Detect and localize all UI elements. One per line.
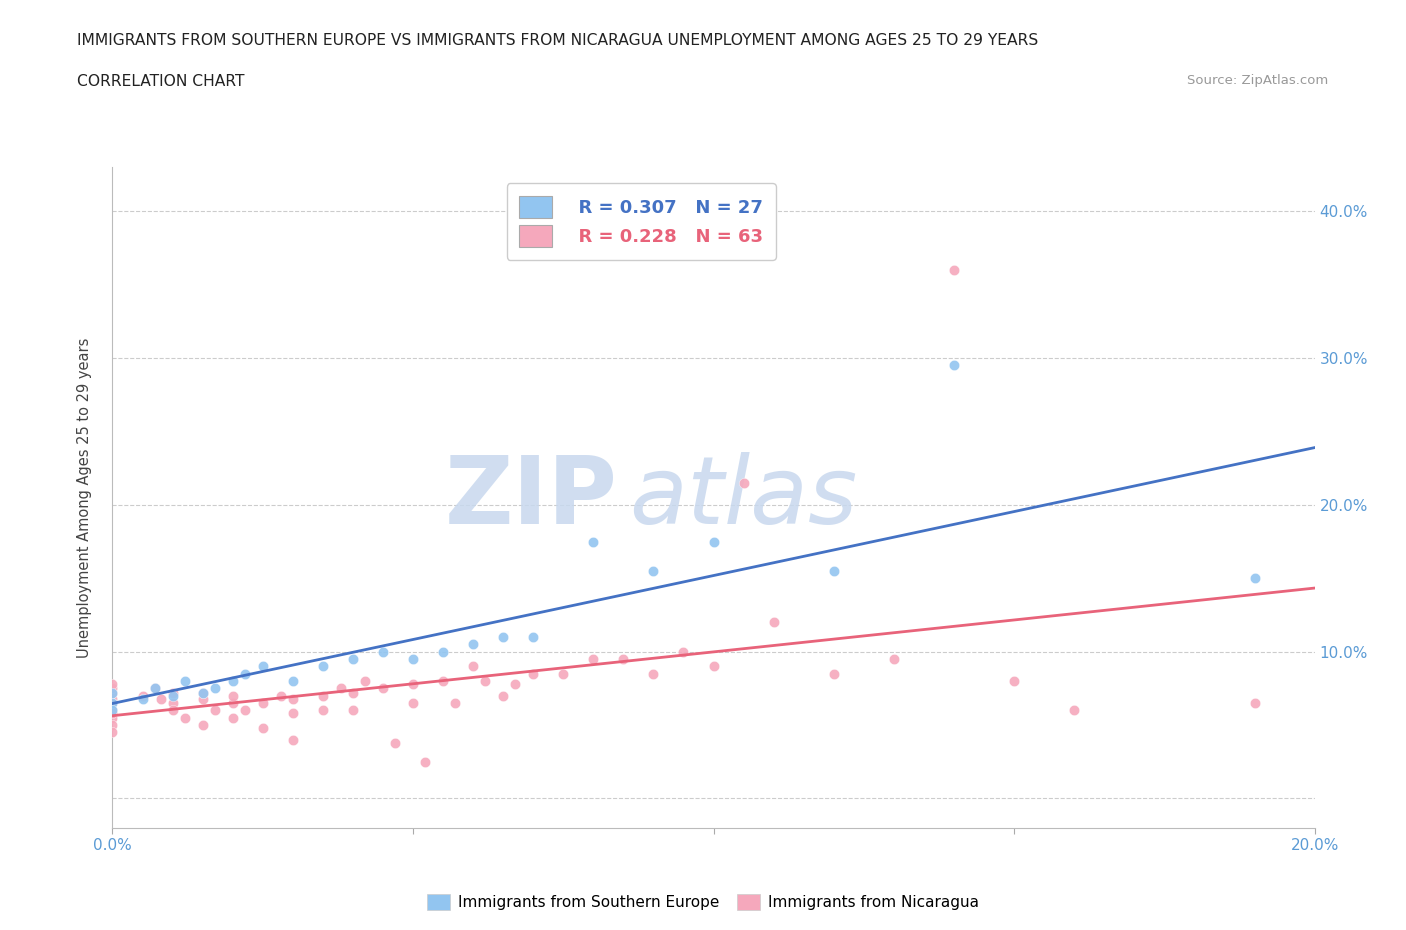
Point — [162, 696, 184, 711]
Point — [823, 564, 845, 578]
Point — [101, 681, 124, 696]
Point — [143, 681, 166, 696]
Point — [612, 652, 634, 667]
Point — [101, 696, 124, 711]
Point — [143, 681, 166, 696]
Point — [101, 685, 124, 700]
Point — [942, 262, 965, 277]
Legend:   R = 0.307   N = 27,   R = 0.228   N = 63: R = 0.307 N = 27, R = 0.228 N = 63 — [506, 183, 776, 259]
Point — [342, 652, 364, 667]
Point — [461, 637, 484, 652]
Point — [522, 666, 544, 681]
Point — [942, 358, 965, 373]
Point — [204, 703, 226, 718]
Point — [1063, 703, 1085, 718]
Point — [162, 685, 184, 700]
Point — [222, 696, 245, 711]
Point — [672, 644, 695, 659]
Point — [162, 688, 184, 703]
Point — [823, 666, 845, 681]
Legend: Immigrants from Southern Europe, Immigrants from Nicaragua: Immigrants from Southern Europe, Immigra… — [419, 886, 987, 918]
Point — [413, 754, 436, 769]
Point — [233, 703, 256, 718]
Point — [101, 711, 124, 725]
Point — [762, 615, 785, 630]
Text: ZIP: ZIP — [444, 452, 617, 543]
Point — [222, 673, 245, 688]
Point — [222, 688, 245, 703]
Point — [432, 673, 454, 688]
Point — [444, 696, 467, 711]
Point — [492, 688, 515, 703]
Point — [101, 696, 124, 711]
Point — [371, 644, 394, 659]
Point — [191, 691, 214, 706]
Point — [173, 673, 195, 688]
Point — [1002, 673, 1025, 688]
Point — [233, 666, 256, 681]
Point — [191, 718, 214, 733]
Point — [101, 703, 124, 718]
Point — [733, 475, 755, 490]
Point — [702, 534, 725, 549]
Point — [270, 688, 292, 703]
Text: IMMIGRANTS FROM SOUTHERN EUROPE VS IMMIGRANTS FROM NICARAGUA UNEMPLOYMENT AMONG : IMMIGRANTS FROM SOUTHERN EUROPE VS IMMIG… — [77, 33, 1039, 47]
Point — [329, 681, 352, 696]
Point — [149, 691, 172, 706]
Point — [643, 666, 665, 681]
Point — [252, 658, 274, 673]
Point — [312, 658, 335, 673]
Point — [582, 652, 605, 667]
Point — [402, 696, 425, 711]
Point — [522, 630, 544, 644]
Point — [461, 658, 484, 673]
Point — [553, 666, 575, 681]
Point — [312, 703, 335, 718]
Point — [191, 685, 214, 700]
Point — [1243, 696, 1265, 711]
Point — [162, 703, 184, 718]
Point — [281, 732, 304, 747]
Point — [474, 673, 496, 688]
Text: atlas: atlas — [630, 452, 858, 543]
Point — [492, 630, 515, 644]
Point — [131, 691, 153, 706]
Point — [342, 703, 364, 718]
Point — [281, 706, 304, 721]
Point — [1243, 571, 1265, 586]
Point — [281, 673, 304, 688]
Point — [173, 711, 195, 725]
Point — [643, 564, 665, 578]
Point — [702, 658, 725, 673]
Text: Source: ZipAtlas.com: Source: ZipAtlas.com — [1188, 74, 1329, 87]
Point — [354, 673, 377, 688]
Point — [131, 688, 153, 703]
Point — [371, 681, 394, 696]
Point — [191, 685, 214, 700]
Point — [402, 676, 425, 691]
Point — [432, 644, 454, 659]
Point — [342, 685, 364, 700]
Point — [101, 703, 124, 718]
Point — [101, 724, 124, 739]
Point — [312, 688, 335, 703]
Point — [101, 676, 124, 691]
Point — [883, 652, 905, 667]
Point — [101, 718, 124, 733]
Point — [204, 681, 226, 696]
Point — [252, 696, 274, 711]
Point — [503, 676, 526, 691]
Point — [101, 691, 124, 706]
Point — [101, 706, 124, 721]
Point — [101, 685, 124, 700]
Point — [222, 711, 245, 725]
Point — [281, 691, 304, 706]
Point — [582, 534, 605, 549]
Y-axis label: Unemployment Among Ages 25 to 29 years: Unemployment Among Ages 25 to 29 years — [77, 338, 91, 658]
Point — [252, 721, 274, 736]
Text: CORRELATION CHART: CORRELATION CHART — [77, 74, 245, 89]
Point — [402, 652, 425, 667]
Point — [384, 735, 406, 750]
